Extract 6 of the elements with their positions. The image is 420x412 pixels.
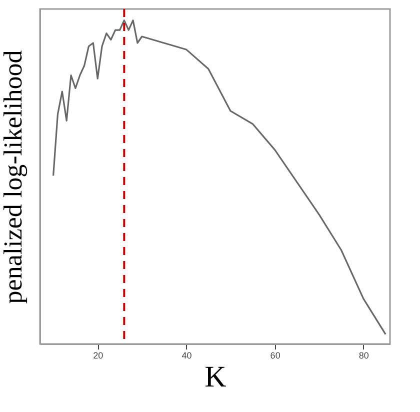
x-tick-label: 20 (93, 350, 104, 360)
x-tick-label: 40 (182, 350, 192, 360)
x-axis-title: K (204, 360, 227, 394)
y-axis-title: penalized log-likelihood (0, 50, 28, 304)
x-tick-label: 80 (358, 350, 369, 360)
x-tick-label: 60 (270, 350, 280, 360)
